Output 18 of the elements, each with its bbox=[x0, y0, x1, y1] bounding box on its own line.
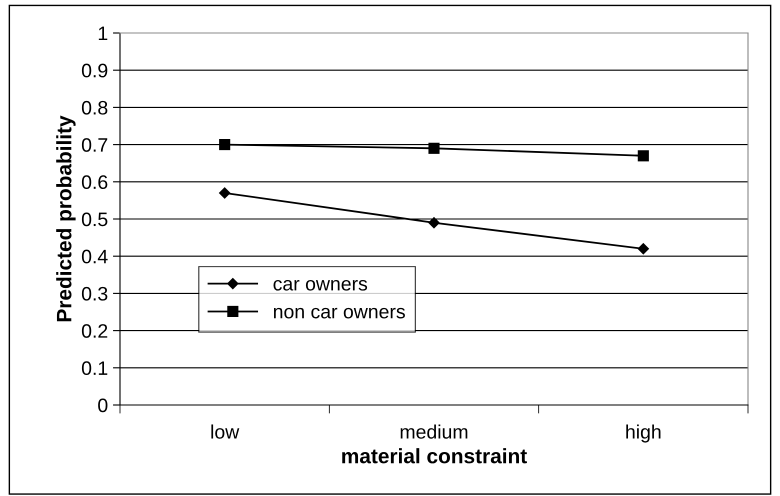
y-tick-label: 0.4 bbox=[82, 250, 108, 264]
y-tick-label: 1 bbox=[98, 26, 108, 40]
y-tick-label: 0 bbox=[98, 398, 108, 412]
y-tick-label: 0.8 bbox=[82, 100, 108, 115]
legend-label: non car owners bbox=[274, 308, 405, 318]
y-tick-label: 0.6 bbox=[82, 175, 108, 190]
y-tick-label: 0.7 bbox=[82, 138, 108, 152]
y-tick-label: 0.3 bbox=[82, 286, 108, 301]
x-tick-label: medium bbox=[400, 424, 468, 439]
y-tick-label: 0.1 bbox=[82, 361, 108, 376]
y-tick-label: 0.2 bbox=[82, 324, 108, 338]
y-axis-title: Predicted probability bbox=[56, 116, 76, 322]
legend-label: car owners bbox=[274, 280, 368, 291]
x-tick-label: high bbox=[626, 424, 660, 443]
x-tick-label: low bbox=[211, 424, 240, 439]
x-axis-title: material constraint bbox=[342, 448, 527, 464]
y-tick-label: 0.5 bbox=[82, 212, 108, 226]
y-tick-label: 0.9 bbox=[82, 64, 108, 78]
